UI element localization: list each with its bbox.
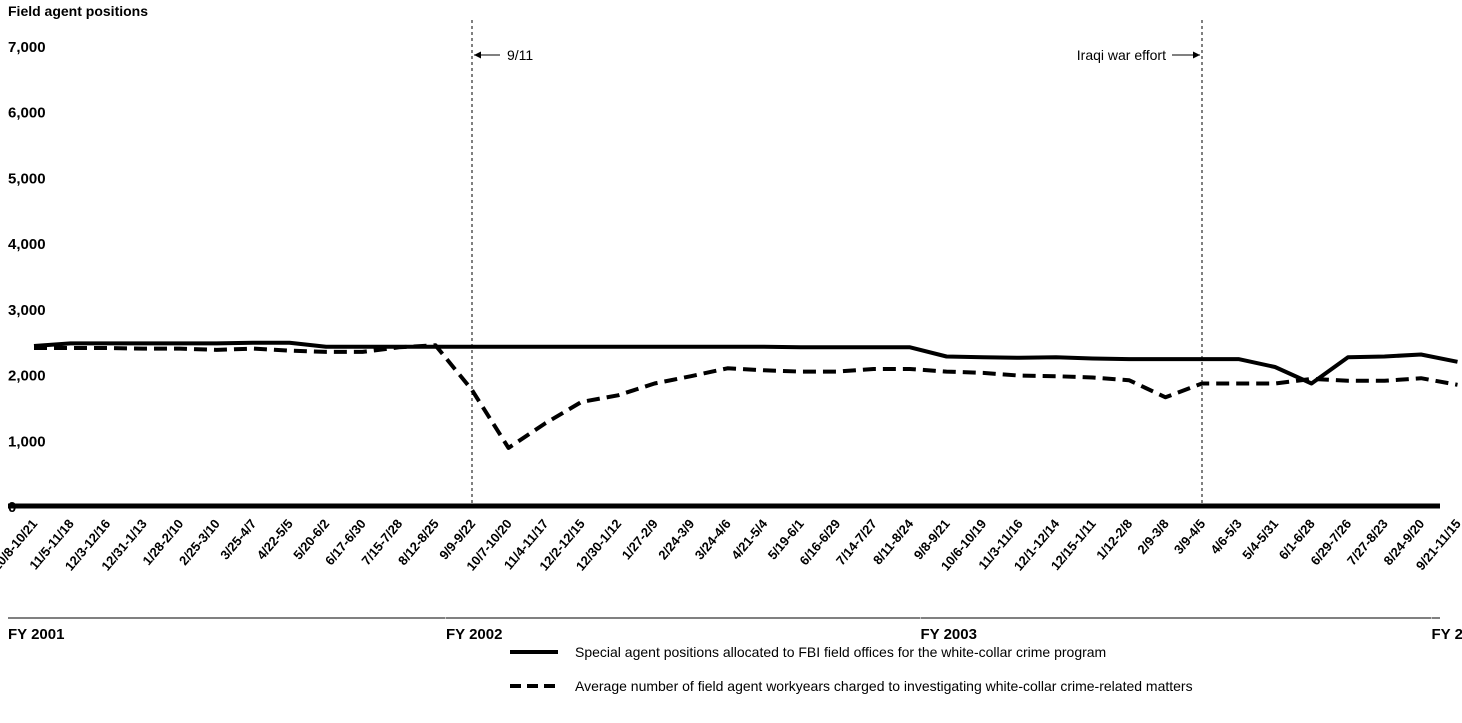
fiscal-year-label: FY 2001 (8, 626, 64, 643)
y-tick-label: 3,000 (8, 302, 46, 319)
fiscal-year-label: FY 2002 (446, 626, 502, 643)
x-tick-label: 5/4-5/31 (1239, 516, 1281, 562)
x-tick-label: 3/24-4/6 (692, 516, 734, 562)
series-lines (33, 340, 1458, 450)
legend: Special agent positions allocated to FBI… (510, 644, 1193, 694)
event-arrowhead (1193, 51, 1200, 59)
legend-label-allocated: Special agent positions allocated to FBI… (575, 644, 1106, 660)
event-label: 9/11 (507, 47, 533, 63)
fiscal-year-label: FY 2004 (1432, 626, 1462, 643)
x-tick-label: 4/22-5/5 (254, 516, 296, 562)
fiscal-year-labels: FY 2001 FY 2002 FY 2003 FY 2004 (8, 617, 1462, 643)
x-tick-label: 4/21-5/4 (728, 516, 771, 563)
x-axis-ticks: 10/8-10/2111/5-11/1812/3-12/1612/31-1/13… (0, 516, 1462, 574)
x-tick-label: 1/27-2/9 (619, 516, 661, 562)
series-line-workyears (34, 343, 1458, 450)
x-tick-label: 1/12-2/8 (1093, 516, 1135, 562)
event-arrowhead (474, 51, 481, 59)
event-label: Iraqi war effort (1077, 47, 1166, 63)
y-tick-label: 1,000 (8, 433, 46, 450)
x-tick-label: 4/6-5/3 (1207, 516, 1245, 557)
y-axis-title: Field agent positions (8, 3, 148, 19)
x-tick-label: 2/24-3/9 (655, 516, 697, 562)
y-tick-label: 6,000 (8, 105, 46, 122)
x-tick-label: 8/11-8/24 (870, 516, 917, 568)
y-tick-label: 2,000 (8, 368, 46, 385)
x-tick-label: 3/25-4/7 (217, 516, 259, 562)
y-tick-label: 7,000 (8, 39, 46, 56)
series-line-allocated (33, 340, 1458, 386)
y-tick-label: 4,000 (8, 236, 46, 253)
annotations: 9/11 Iraqi war effort (471, 20, 1203, 503)
legend-label-workyears: Average number of field agent workyears … (575, 678, 1193, 694)
y-tick-label: 5,000 (8, 170, 46, 187)
fiscal-year-label: FY 2003 (921, 626, 977, 643)
x-tick-label: 3/9-4/5 (1171, 516, 1209, 557)
x-tick-label: 2/9-3/8 (1134, 516, 1172, 557)
